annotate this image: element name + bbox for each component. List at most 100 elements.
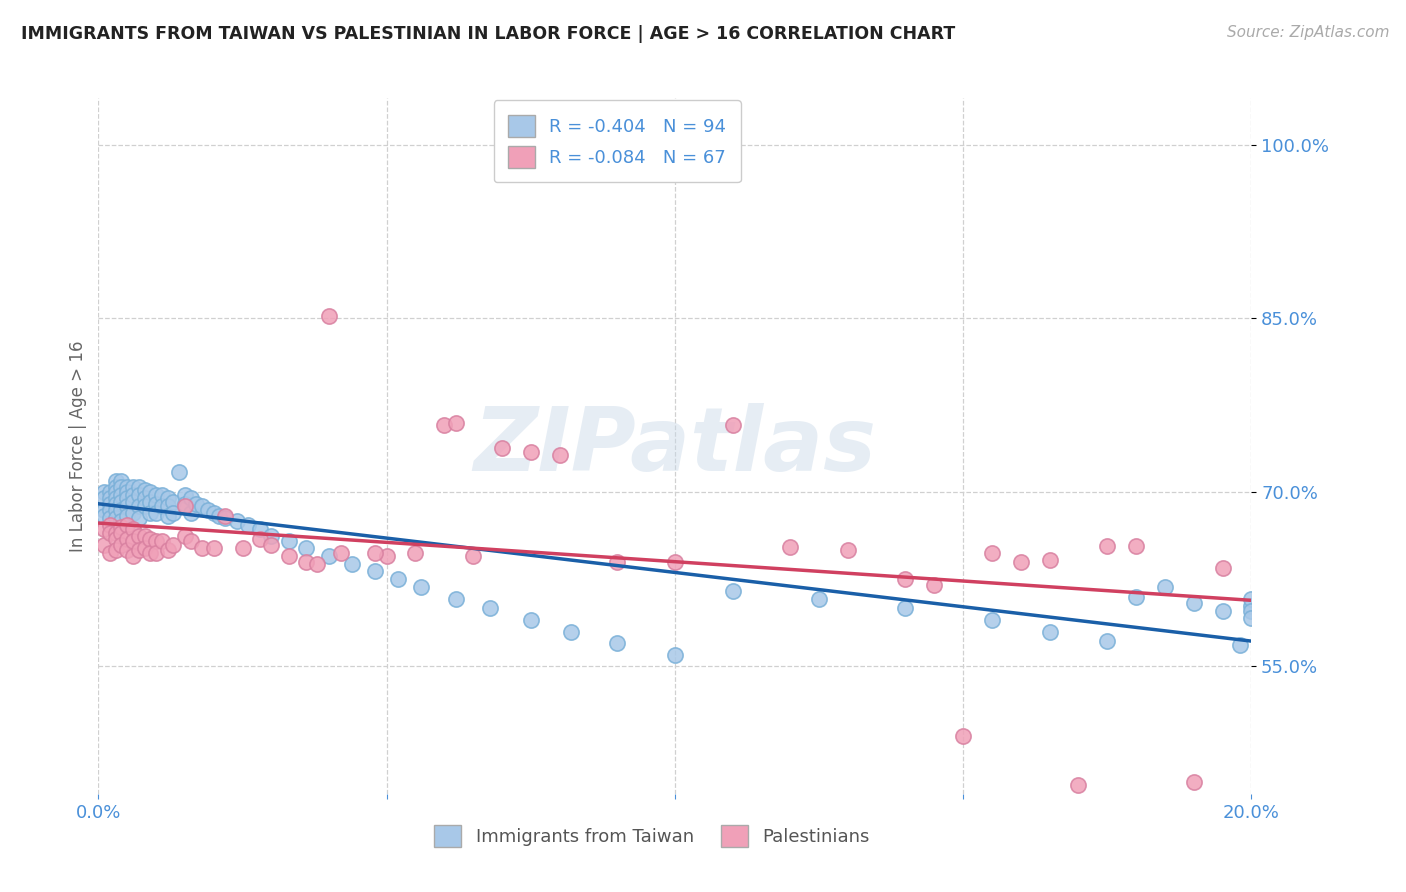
Point <box>145 546 167 560</box>
Point <box>479 601 502 615</box>
Text: ZIPatlas: ZIPatlas <box>474 402 876 490</box>
Point <box>122 494 145 508</box>
Point <box>1182 596 1205 610</box>
Point <box>104 491 127 505</box>
Text: IMMIGRANTS FROM TAIWAN VS PALESTINIAN IN LABOR FORCE | AGE > 16 CORRELATION CHAR: IMMIGRANTS FROM TAIWAN VS PALESTINIAN IN… <box>21 25 955 43</box>
Point <box>1229 639 1251 653</box>
Point <box>952 729 974 743</box>
Point <box>1240 610 1263 624</box>
Point <box>214 511 236 525</box>
Point <box>837 543 859 558</box>
Point <box>249 523 271 537</box>
Point <box>1097 539 1119 553</box>
Point <box>122 523 145 537</box>
Point <box>162 506 184 520</box>
Point <box>117 543 139 558</box>
Point <box>117 508 139 523</box>
Point <box>277 534 299 549</box>
Point <box>375 549 398 564</box>
Point <box>122 480 145 494</box>
Point <box>150 534 173 549</box>
Point <box>156 508 179 523</box>
Point <box>329 546 352 560</box>
Point <box>1154 581 1177 595</box>
Point <box>156 543 179 558</box>
Point <box>139 494 162 508</box>
Point <box>139 506 162 520</box>
Point <box>98 517 121 532</box>
Point <box>318 549 340 564</box>
Point <box>117 532 139 546</box>
Point <box>139 532 162 546</box>
Point <box>491 442 513 456</box>
Point <box>180 506 202 520</box>
Point <box>93 508 115 523</box>
Point <box>186 497 208 511</box>
Point <box>444 592 467 607</box>
Point <box>606 555 628 569</box>
Point <box>208 508 231 523</box>
Point <box>162 494 184 508</box>
Point <box>364 546 387 560</box>
Point <box>249 532 271 546</box>
Point <box>894 601 917 615</box>
Point <box>156 500 179 514</box>
Y-axis label: In Labor Force | Age > 16: In Labor Force | Age > 16 <box>69 340 87 552</box>
Point <box>191 500 214 514</box>
Point <box>277 549 299 564</box>
Point <box>191 541 214 555</box>
Point <box>150 488 173 502</box>
Point <box>139 485 162 500</box>
Point <box>93 502 115 516</box>
Point <box>122 549 145 564</box>
Point <box>1212 560 1234 574</box>
Point <box>520 445 543 458</box>
Point <box>93 485 115 500</box>
Point <box>98 485 121 500</box>
Point <box>134 541 156 555</box>
Point <box>128 480 150 494</box>
Point <box>98 546 121 560</box>
Point <box>104 532 127 546</box>
Point <box>122 488 145 502</box>
Point <box>110 537 132 551</box>
Point <box>231 541 254 555</box>
Point <box>1125 539 1147 553</box>
Point <box>110 514 132 528</box>
Point <box>145 497 167 511</box>
Point <box>444 416 467 430</box>
Point <box>202 541 225 555</box>
Point <box>134 491 156 505</box>
Point <box>98 491 121 505</box>
Point <box>110 480 132 494</box>
Point <box>721 418 744 433</box>
Point <box>1010 555 1032 569</box>
Point <box>139 546 162 560</box>
Point <box>145 506 167 520</box>
Point <box>981 546 1004 560</box>
Point <box>411 581 433 595</box>
Point <box>808 592 831 607</box>
Point <box>1097 633 1119 648</box>
Point <box>117 491 139 505</box>
Text: Source: ZipAtlas.com: Source: ZipAtlas.com <box>1226 25 1389 40</box>
Point <box>664 648 686 662</box>
Point <box>1240 599 1263 613</box>
Point <box>461 549 484 564</box>
Point <box>110 525 132 540</box>
Point <box>98 511 121 525</box>
Legend: Immigrants from Taiwan, Palestinians: Immigrants from Taiwan, Palestinians <box>427 818 877 855</box>
Point <box>128 543 150 558</box>
Point <box>104 480 127 494</box>
Point <box>433 418 456 433</box>
Point <box>174 497 197 511</box>
Point <box>520 613 543 627</box>
Point <box>98 525 121 540</box>
Point <box>145 534 167 549</box>
Point <box>117 517 139 532</box>
Point <box>117 480 139 494</box>
Point <box>128 488 150 502</box>
Point <box>1212 604 1234 618</box>
Point <box>260 529 283 543</box>
Point <box>1240 604 1263 618</box>
